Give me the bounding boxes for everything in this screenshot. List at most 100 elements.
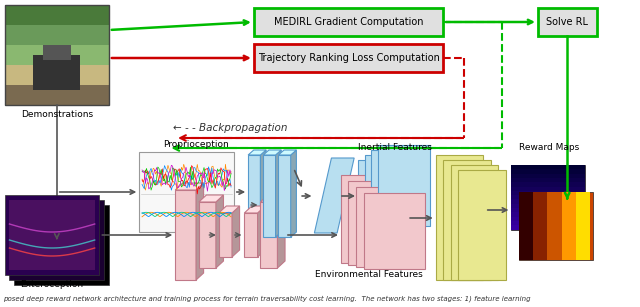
Bar <box>511 182 585 187</box>
Polygon shape <box>278 195 285 268</box>
Bar <box>533 229 547 233</box>
Bar <box>511 195 585 200</box>
Bar <box>356 187 418 267</box>
Bar <box>511 165 585 230</box>
Bar <box>576 219 590 223</box>
Bar <box>561 253 576 257</box>
Bar <box>533 226 547 230</box>
Bar <box>4 25 109 46</box>
Bar <box>547 229 561 233</box>
Bar <box>533 257 547 260</box>
Polygon shape <box>257 206 265 257</box>
Bar <box>576 202 590 206</box>
Bar <box>443 160 490 280</box>
Polygon shape <box>248 150 266 155</box>
Polygon shape <box>314 158 354 233</box>
Bar <box>4 195 99 275</box>
Polygon shape <box>291 150 296 237</box>
Bar <box>561 229 576 233</box>
Polygon shape <box>278 150 296 155</box>
Bar <box>561 250 576 253</box>
Bar <box>519 209 533 212</box>
Bar <box>533 202 547 206</box>
Bar <box>33 55 81 90</box>
Bar <box>511 169 585 174</box>
Bar <box>576 253 590 257</box>
Bar <box>244 213 257 257</box>
Bar <box>561 199 576 202</box>
Polygon shape <box>276 150 281 237</box>
Bar <box>533 212 547 216</box>
Bar <box>511 208 585 212</box>
Bar <box>561 236 576 240</box>
Bar <box>533 195 547 199</box>
Polygon shape <box>219 206 239 213</box>
Bar <box>254 8 443 36</box>
Bar <box>533 250 547 253</box>
Text: ← - - Backpropagation: ← - - Backpropagation <box>173 123 288 133</box>
Bar <box>533 236 547 240</box>
Bar <box>519 216 533 219</box>
Bar <box>260 202 278 268</box>
Polygon shape <box>175 183 204 190</box>
Bar <box>533 239 547 243</box>
Bar <box>519 250 533 253</box>
Bar <box>561 195 576 199</box>
Polygon shape <box>232 206 239 257</box>
Bar <box>511 186 585 191</box>
Bar <box>576 236 590 240</box>
Bar <box>576 206 590 209</box>
Bar <box>511 200 585 204</box>
Bar <box>561 209 576 212</box>
Bar <box>533 199 547 202</box>
Bar <box>576 226 590 230</box>
Bar <box>511 212 585 217</box>
Bar <box>43 45 71 60</box>
Bar <box>533 233 547 236</box>
Bar <box>561 239 576 243</box>
Polygon shape <box>199 195 223 202</box>
Bar <box>561 216 576 219</box>
Bar <box>511 178 585 182</box>
Bar <box>248 155 260 237</box>
Bar <box>371 150 423 228</box>
Bar <box>451 165 498 280</box>
Bar <box>547 192 561 196</box>
Bar <box>533 253 547 257</box>
Text: Demonstrations: Demonstrations <box>20 110 93 119</box>
Bar <box>140 152 234 232</box>
Bar <box>576 209 590 212</box>
Text: Reward Maps: Reward Maps <box>519 143 579 152</box>
Bar <box>561 202 576 206</box>
Bar <box>519 226 533 230</box>
Bar <box>547 199 561 202</box>
Polygon shape <box>244 206 265 213</box>
Bar <box>561 243 576 247</box>
Bar <box>576 192 590 196</box>
Bar <box>519 257 533 260</box>
Bar <box>519 199 533 202</box>
Bar <box>547 233 561 236</box>
Bar <box>533 216 547 219</box>
Text: Environmental Features: Environmental Features <box>316 270 423 279</box>
Polygon shape <box>260 195 285 202</box>
Bar <box>547 243 561 247</box>
Bar <box>561 219 576 223</box>
Polygon shape <box>260 150 266 237</box>
Polygon shape <box>263 150 281 155</box>
Bar <box>10 200 95 270</box>
Bar <box>576 250 590 253</box>
Bar <box>519 219 533 223</box>
Bar <box>561 223 576 226</box>
Text: Exteroception: Exteroception <box>20 280 84 289</box>
Bar <box>511 217 585 221</box>
Bar <box>561 206 576 209</box>
Bar <box>547 257 561 260</box>
Bar <box>519 202 533 206</box>
Bar <box>175 190 196 280</box>
Bar <box>547 216 561 219</box>
Bar <box>547 219 561 223</box>
Bar <box>519 195 533 199</box>
Bar <box>576 212 590 216</box>
Polygon shape <box>216 195 223 268</box>
